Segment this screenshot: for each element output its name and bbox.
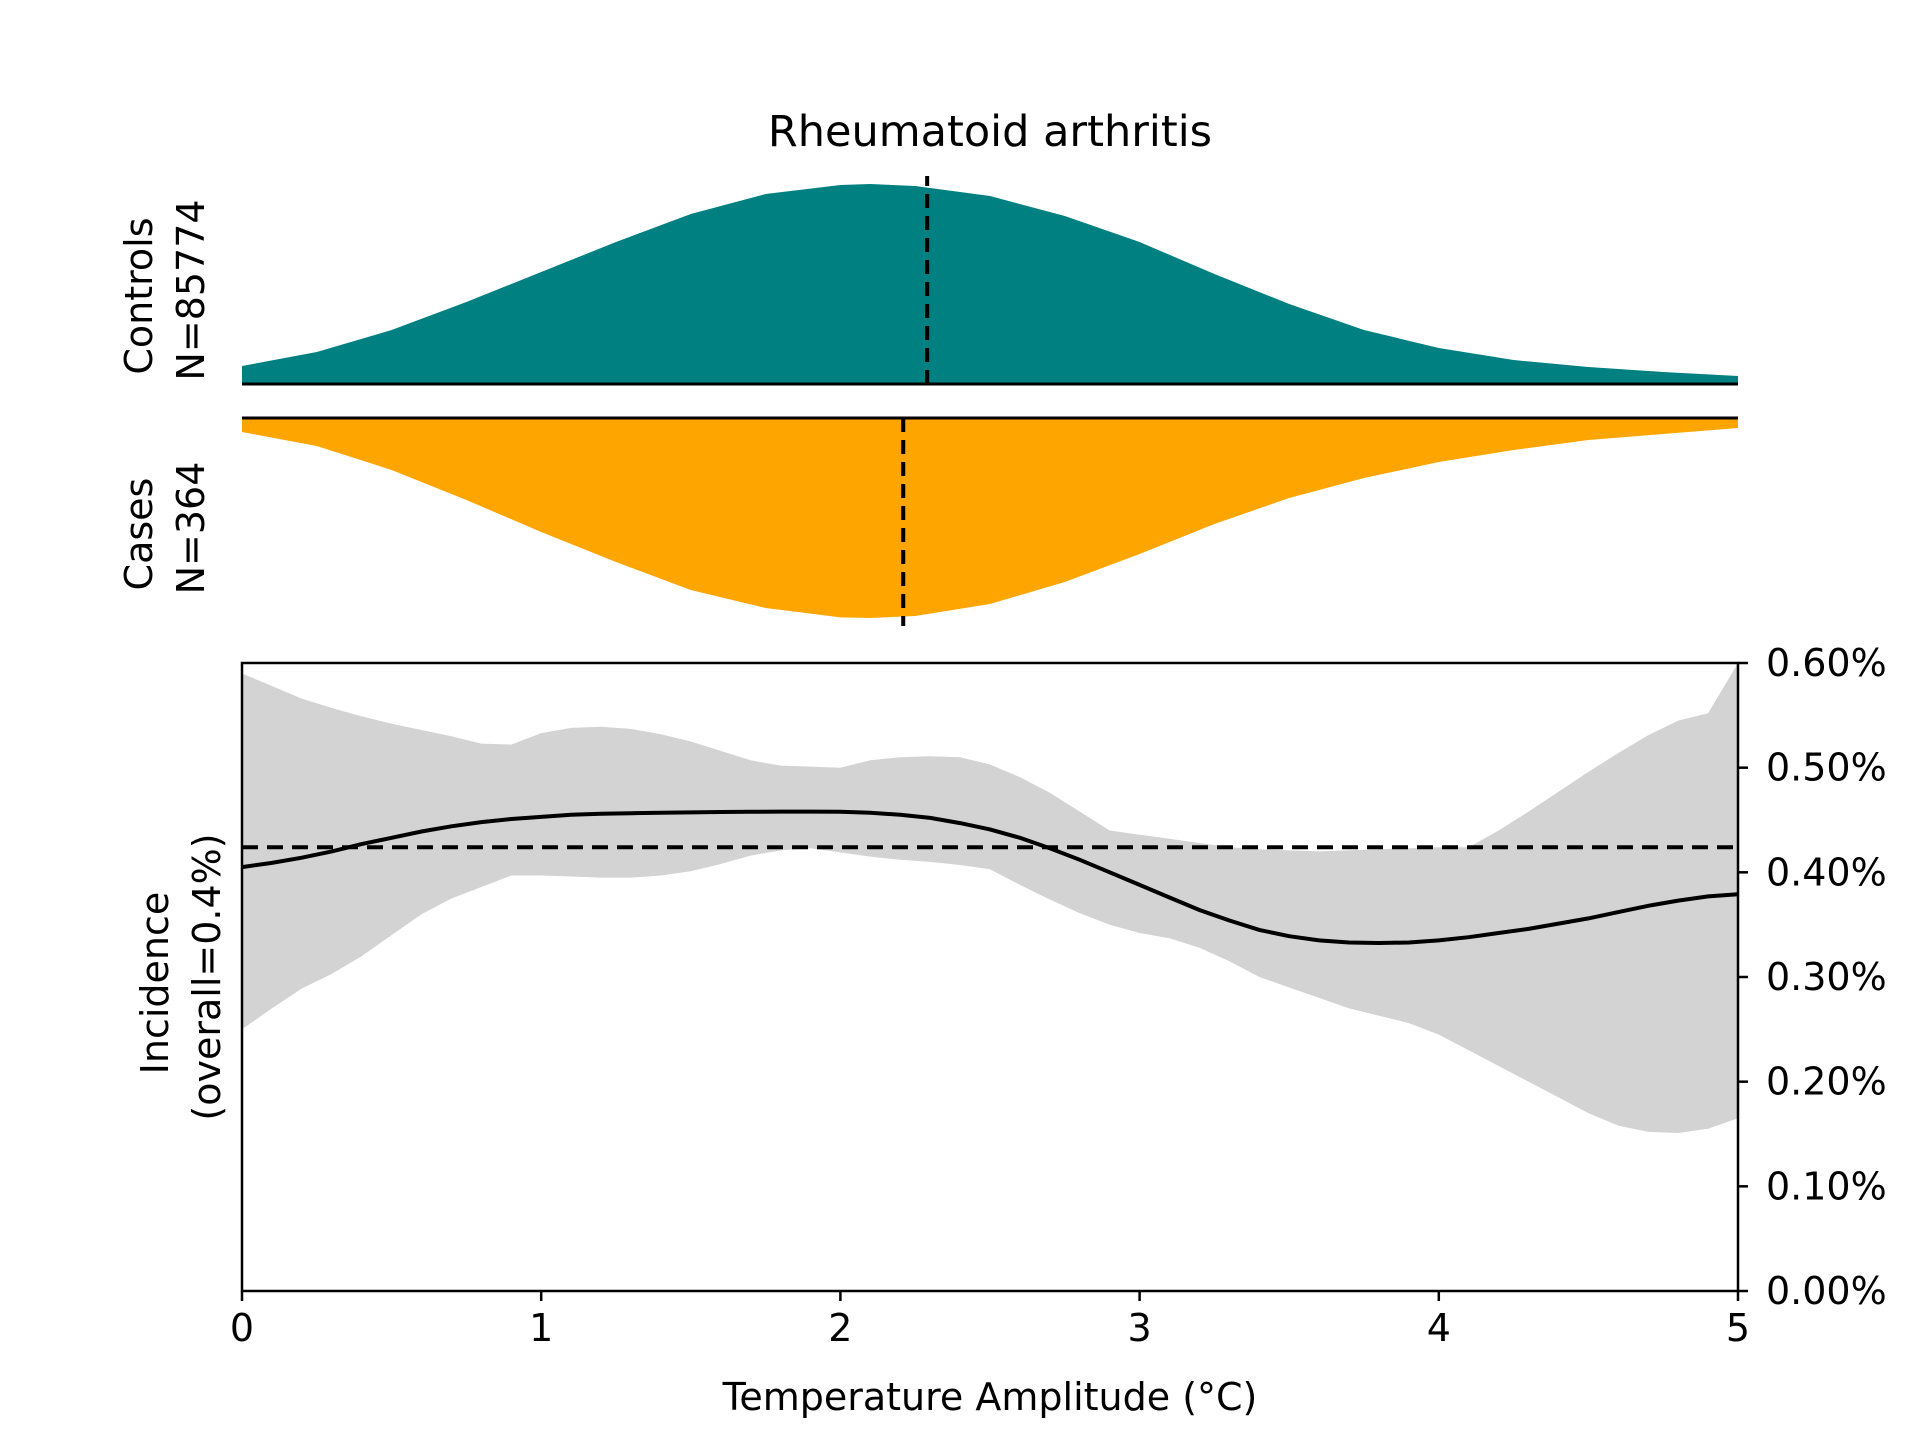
- y-tick-label: 0.20%: [1766, 1060, 1887, 1104]
- cases-panel: Cases N=364: [117, 416, 1738, 626]
- chart-title: Rheumatoid arthritis: [768, 107, 1212, 157]
- confidence-band: [242, 663, 1738, 1133]
- x-tick-label: 3: [1128, 1306, 1152, 1350]
- y-tick-label: 0.50%: [1766, 746, 1887, 790]
- x-tick-label: 1: [529, 1306, 553, 1350]
- cases-label: Cases N=364: [117, 462, 213, 595]
- controls-density-area: [242, 184, 1738, 384]
- x-tick-label: 4: [1427, 1306, 1451, 1350]
- y-axis-right: 0.00% 0.10% 0.20% 0.30% 0.40% 0.50% 0.60%: [1738, 641, 1887, 1313]
- incidence-line: [241, 809, 1739, 946]
- x-axis: 0 1 2 3 4 5: [230, 1291, 1750, 1350]
- controls-panel: Controls N=85774: [117, 176, 1738, 386]
- incidence-panel: 0 1 2 3 4 5 0.00% 0.10% 0.20% 0.30% 0.40% 0.50% 0.6…: [133, 641, 1887, 1419]
- y-tick-label: 0.10%: [1766, 1164, 1887, 1208]
- y-tick-label: 0.30%: [1766, 955, 1887, 999]
- y-tick-label: 0.60%: [1766, 641, 1887, 685]
- y-axis-label: Incidence (overall=0.4%): [133, 833, 229, 1120]
- y-tick-label: 0.40%: [1766, 850, 1887, 894]
- controls-label: Controls N=85774: [117, 199, 213, 380]
- y-tick-label: 0.00%: [1766, 1269, 1887, 1313]
- x-tick-label: 2: [828, 1306, 852, 1350]
- x-tick-label: 0: [230, 1306, 254, 1350]
- x-axis-label: Temperature Amplitude (°C): [722, 1375, 1258, 1419]
- cases-density-area: [242, 418, 1738, 618]
- x-tick-label: 5: [1726, 1306, 1750, 1350]
